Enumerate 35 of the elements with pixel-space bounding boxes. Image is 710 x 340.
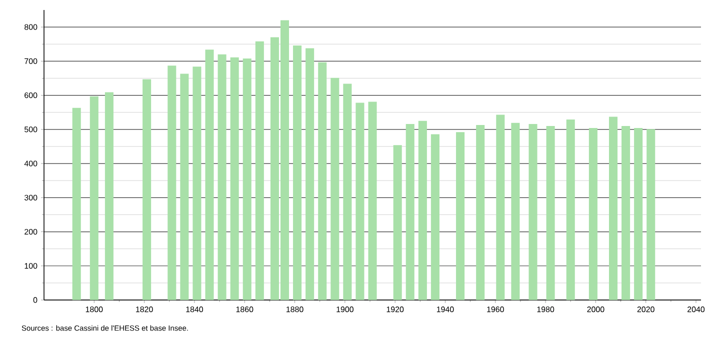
bar [192, 66, 202, 300]
bar [318, 62, 327, 300]
bar [180, 74, 189, 300]
bar [230, 57, 239, 300]
bar [622, 126, 630, 300]
bar [456, 132, 465, 300]
bar [330, 78, 340, 300]
bar [430, 134, 440, 300]
bar [588, 128, 598, 300]
bar [528, 124, 538, 300]
bar [72, 108, 81, 300]
bar [368, 102, 377, 300]
bar [646, 129, 656, 300]
bar [356, 102, 364, 300]
bar [255, 41, 264, 300]
bar [634, 128, 643, 300]
bar [205, 50, 214, 300]
bar [218, 54, 226, 300]
bar [242, 58, 252, 300]
bar [306, 48, 314, 300]
bar [608, 116, 618, 300]
bar [393, 145, 402, 300]
bar [142, 79, 152, 300]
bar [511, 122, 520, 300]
bar [476, 124, 485, 300]
bar [104, 92, 114, 300]
bar [168, 66, 176, 300]
bar [566, 120, 575, 300]
bar [90, 96, 98, 300]
bar [418, 120, 427, 300]
bar [343, 84, 352, 300]
bar [406, 124, 414, 300]
bar [293, 45, 302, 300]
bar [546, 126, 555, 300]
bar [496, 114, 505, 300]
